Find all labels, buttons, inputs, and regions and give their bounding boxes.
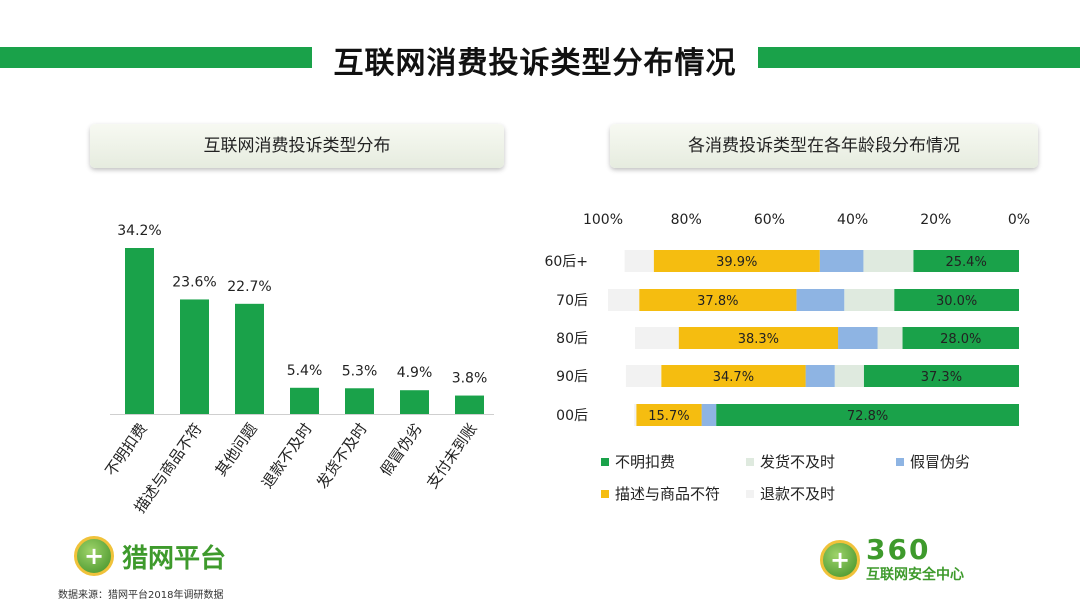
stacked-segment [701,404,717,426]
segment-label: 15.7% [648,409,689,424]
left-chart-title: 互联网消费投诉类型分布 [90,124,504,168]
bar [400,390,429,414]
stacked-segment [894,289,1019,311]
bar [125,248,154,414]
stacked-segment [678,327,839,349]
data-label: 5.4% [287,363,323,379]
category-label: 退款不及时 [258,420,316,492]
segment-label: 39.9% [716,255,757,270]
stacked-segment [639,289,797,311]
legend-label: 描述与商品不符 [615,485,720,503]
category-label: 其他问题 [212,420,261,479]
segment-label: 37.3% [921,370,962,385]
legend-swatch [601,458,609,466]
axis-tick-label: 60% [754,212,785,228]
legend-label: 假冒伪劣 [910,453,970,471]
stacked-segment [661,365,806,387]
bar [180,299,209,414]
stacked-segment [902,327,1019,349]
bar [345,388,374,414]
segment-label: 37.8% [697,294,738,309]
segment-label: 28.0% [940,332,981,347]
bar [290,387,319,414]
legend-swatch [746,458,754,466]
axis-tick-label: 80% [671,212,702,228]
category-label: 不明扣费 [102,420,151,479]
stacked-segment [653,250,820,272]
stacked-segment [844,289,895,311]
security-center-logo: + 360 互联网安全中心 [820,536,964,584]
legend-label: 退款不及时 [760,485,835,503]
legend-swatch [601,490,609,498]
axis-tick-label: 40% [837,212,868,228]
stacked-segment [877,327,903,349]
legend-swatch [746,490,754,498]
stacked-segment [796,289,845,311]
plus-shield-icon: + [74,536,114,576]
logo-left-text: 猎网平台 [122,543,227,574]
data-label: 22.7% [227,279,271,295]
bar [235,303,264,414]
stacked-segment [819,250,864,272]
row-label: 00后 [556,408,588,424]
segment-label: 34.7% [713,370,754,385]
data-label: 23.6% [172,274,216,290]
stacked-segment [624,250,654,272]
title-bar-left [0,47,312,68]
category-label: 发货不及时 [313,420,371,492]
legend-label: 发货不及时 [760,453,835,471]
data-source-note: 数据来源：猎网平台2018年调研数据 [58,590,224,601]
stacked-segment [834,365,864,387]
legend-label: 不明扣费 [615,453,675,471]
stacked-segment [607,289,640,311]
plus-shield-icon: + [820,540,860,580]
data-label: 3.8% [452,371,488,387]
page-title: 互联网消费投诉类型分布情况 [333,46,737,81]
row-label: 60后+ [544,254,588,270]
axis-tick-label: 0% [1008,212,1030,228]
category-label: 假冒伪劣 [377,420,426,479]
stacked-segment [863,250,914,272]
data-label: 4.9% [397,365,433,381]
row-label: 80后 [556,331,588,347]
right-chart-title: 各消费投诉类型在各年龄段分布情况 [610,124,1038,168]
stacked-segment [634,404,637,426]
legend-swatch [896,458,904,466]
stacked-segment [636,404,702,426]
stacked-segment [913,250,1019,272]
row-label: 90后 [556,369,588,385]
row-label: 70后 [556,293,588,309]
bar [455,395,484,414]
segment-label: 25.4% [946,255,987,270]
category-label: 支付未到账 [423,420,481,492]
data-label: 34.2% [117,223,161,239]
stacked-segment [635,327,679,349]
data-label: 5.3% [342,363,378,379]
segment-label: 30.0% [936,294,977,309]
logo-right-subtext: 互联网安全中心 [866,567,964,583]
segment-label: 38.3% [738,332,779,347]
stacked-segment [805,365,835,387]
stacked-segment [625,365,662,387]
logo-360-text: 360 [866,533,931,566]
title-bar-right [758,47,1080,68]
stacked-segment [716,404,1019,426]
lie-wang-logo: + 猎网平台 [74,536,226,576]
axis-tick-label: 20% [920,212,951,228]
stacked-segment [863,365,1019,387]
segment-label: 72.8% [847,409,888,424]
axis-tick-label: 100% [583,212,623,228]
stacked-segment [838,327,878,349]
